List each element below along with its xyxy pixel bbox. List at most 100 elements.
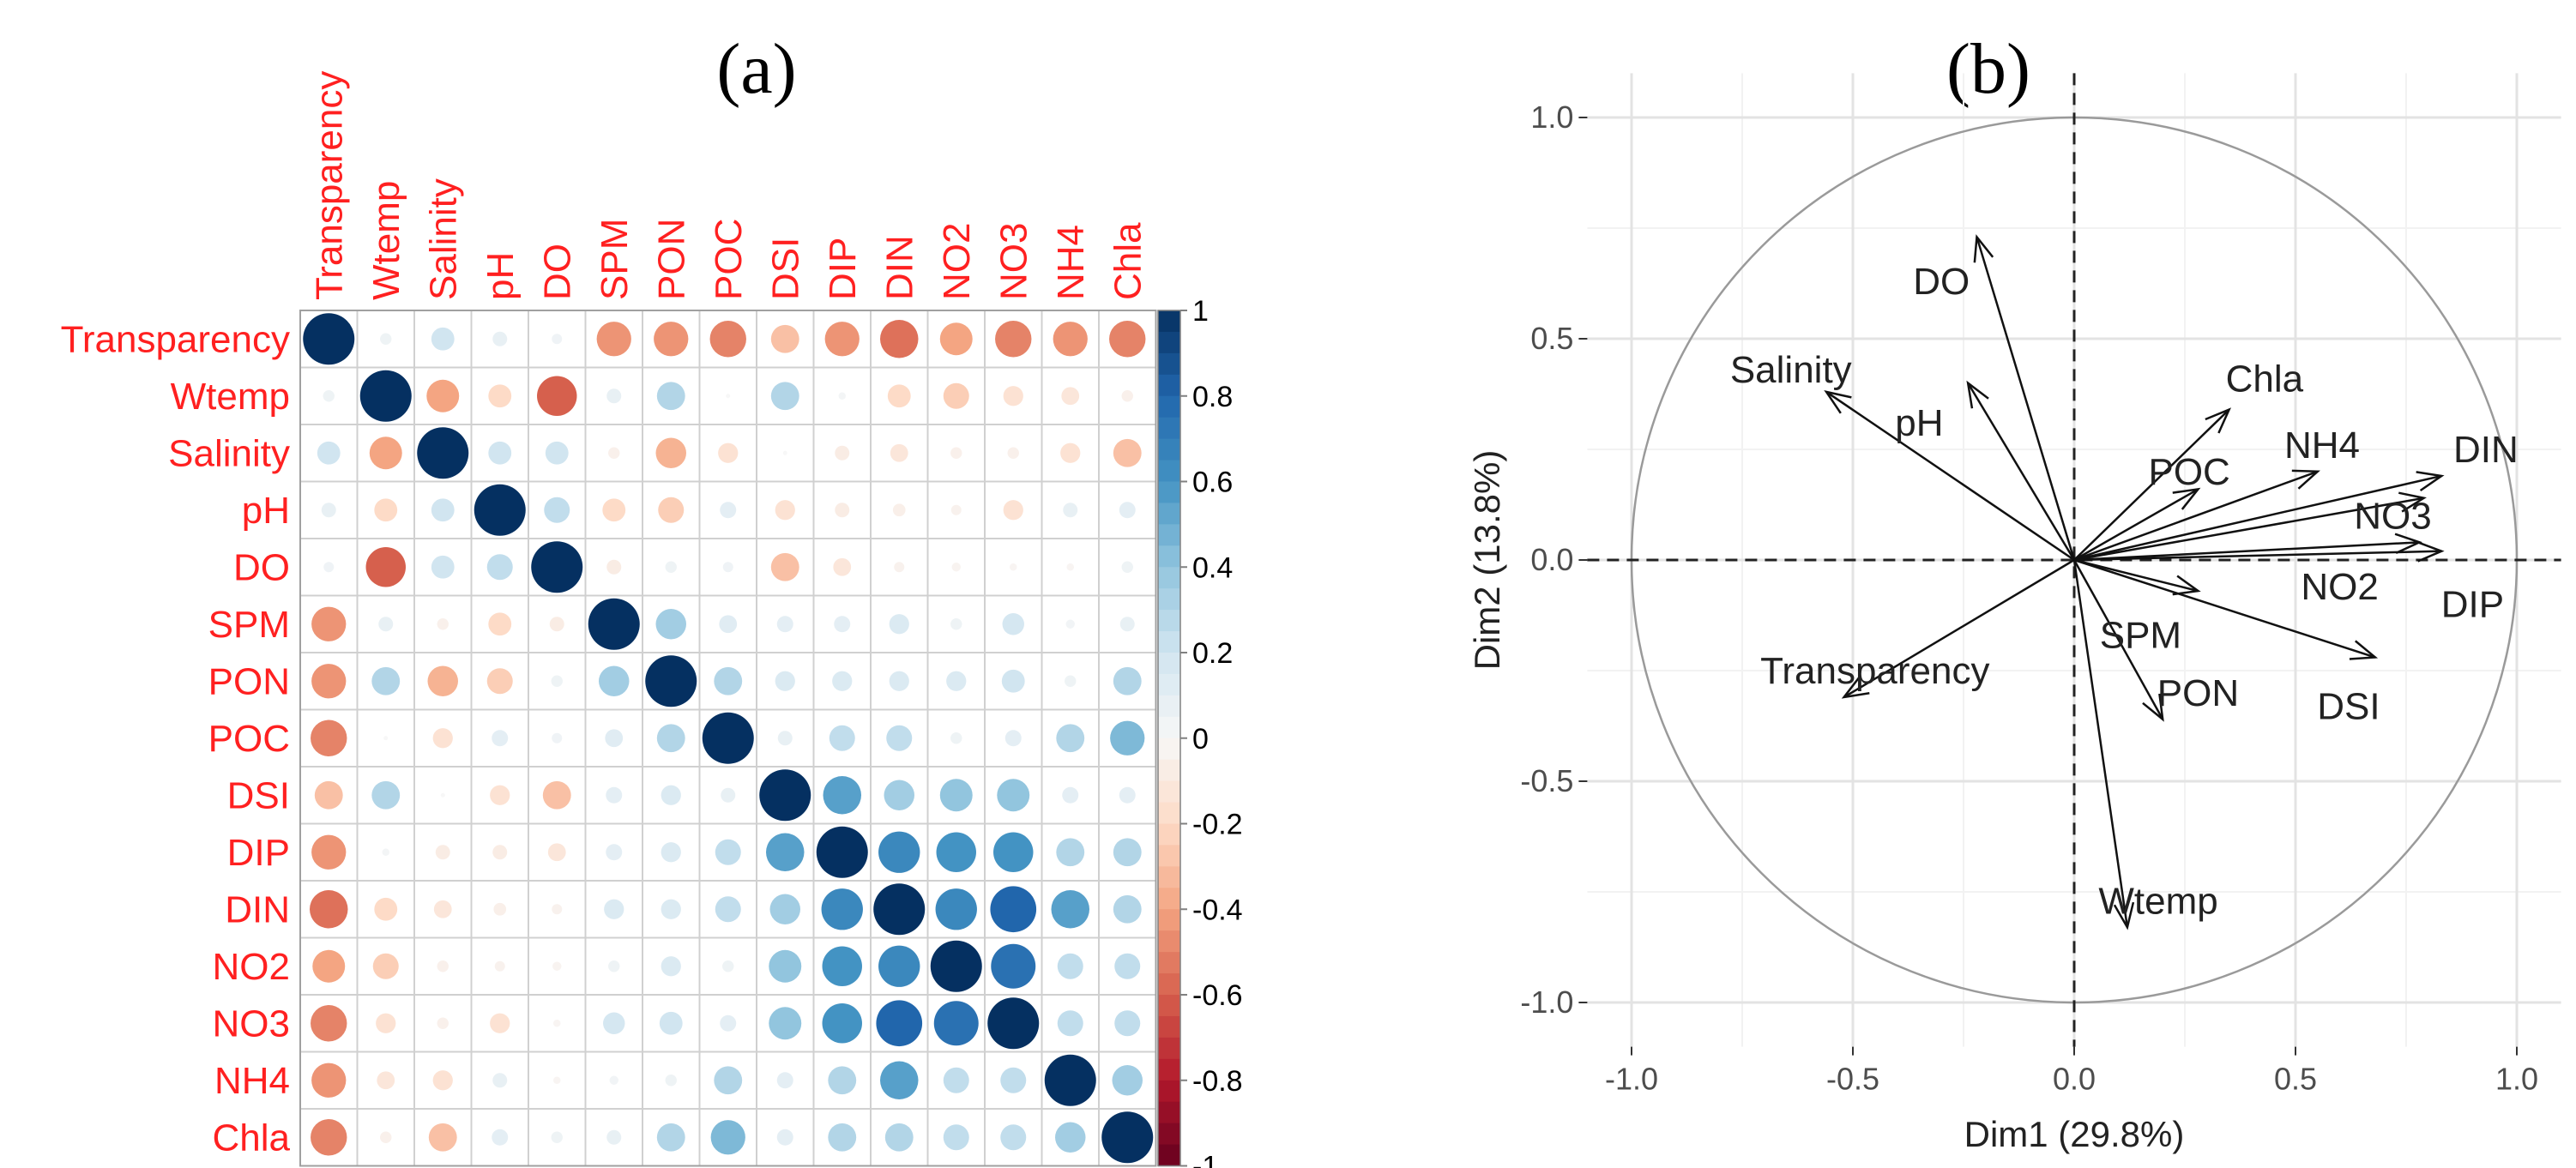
corr-circle-DSI-Chla bbox=[1119, 786, 1136, 804]
arrow-Wtemp bbox=[2072, 559, 2135, 930]
colorbar-band bbox=[1158, 888, 1180, 910]
grid-border bbox=[299, 310, 1157, 1167]
corr-circle-SPM-DIN bbox=[889, 614, 909, 635]
corr-circle-NH4-DIP bbox=[828, 1066, 857, 1095]
corr-circle-SPM-DO bbox=[549, 617, 564, 632]
corr-circle-DSI-PON bbox=[661, 785, 681, 805]
corr-circle-PON-Chla bbox=[1113, 666, 1142, 695]
corr-circle-Salinity-pH bbox=[488, 441, 512, 465]
corr-circle-NO2-DIP bbox=[822, 946, 862, 986]
corr-circle-DO-NH4 bbox=[1066, 563, 1074, 571]
corr-circle-Transparency-SPM bbox=[596, 322, 631, 357]
corr-circle-NO2-DSI bbox=[769, 949, 802, 983]
loading-arrows bbox=[1824, 234, 2445, 930]
column-label-SPM: SPM bbox=[594, 219, 636, 300]
arrow-DO bbox=[1973, 234, 2076, 561]
corr-circle-pH-Wtemp bbox=[374, 498, 398, 522]
corr-circle-NO2-pH bbox=[494, 960, 505, 972]
corr-circle-Wtemp-DO bbox=[537, 376, 577, 416]
row-label-DO: DO bbox=[233, 546, 290, 588]
colorbar-tick-label: 0.2 bbox=[1192, 637, 1233, 670]
corr-circle-POC-NO3 bbox=[1004, 730, 1022, 747]
arrow-Chla bbox=[2073, 407, 2232, 561]
column-label-Salinity: Salinity bbox=[422, 178, 464, 300]
corr-circle-pH-DIN bbox=[892, 503, 906, 517]
colorbar-tick-label: -0.6 bbox=[1192, 979, 1243, 1012]
corr-circle-Transparency-DO bbox=[552, 334, 563, 345]
corr-circle-NO3-Salinity bbox=[437, 1017, 449, 1029]
row-label-Transparency: Transparency bbox=[61, 318, 290, 360]
arrow-label-NO3: NO3 bbox=[2354, 495, 2431, 537]
corr-circle-Transparency-NO2 bbox=[939, 322, 973, 356]
column-label-DIP: DIP bbox=[822, 238, 864, 300]
corr-circle-Chla-Chla bbox=[1101, 1111, 1154, 1164]
corr-circle-NO2-SPM bbox=[608, 960, 620, 972]
corr-circle-DIN-NO3 bbox=[990, 886, 1037, 933]
corr-circle-DIN-NH4 bbox=[1051, 890, 1089, 929]
corr-circle-DO-POC bbox=[722, 562, 733, 573]
y-tick-label: 0.5 bbox=[1530, 321, 1573, 356]
corr-circle-DIP-DIP bbox=[816, 826, 868, 878]
corr-circle-SPM-PON bbox=[655, 609, 686, 640]
corr-circle-Chla-pH bbox=[492, 1129, 509, 1146]
corr-circle-NH4-PON bbox=[665, 1075, 677, 1087]
corr-circle-NO3-Chla bbox=[1114, 1010, 1141, 1037]
corr-circle-SPM-NO2 bbox=[950, 618, 962, 630]
row-label-NO2: NO2 bbox=[213, 946, 290, 988]
corr-circle-DIN-DO bbox=[552, 904, 563, 915]
corr-circle-NH4-DSI bbox=[776, 1072, 793, 1089]
corr-circle-NO2-NO3 bbox=[991, 943, 1036, 989]
colorbar-band bbox=[1158, 930, 1180, 953]
row-label-NO3: NO3 bbox=[213, 1002, 290, 1045]
corr-circle-POC-Salinity bbox=[432, 728, 453, 749]
corr-circle-Chla-SPM bbox=[606, 1129, 622, 1145]
corr-circle-DO-NO2 bbox=[951, 563, 961, 572]
corr-circle-NO2-Salinity bbox=[437, 960, 449, 972]
colorbar-band bbox=[1158, 524, 1180, 546]
arrow-label-DSI: DSI bbox=[2317, 685, 2380, 727]
corr-circle-DIN-Chla bbox=[1113, 894, 1142, 924]
column-label-DSI: DSI bbox=[764, 238, 806, 300]
arrow-DIN bbox=[2073, 471, 2445, 562]
colorbar-tick-label: -0.8 bbox=[1192, 1065, 1243, 1098]
corr-circle-NO3-DSI bbox=[769, 1007, 802, 1040]
colorbar-band bbox=[1158, 653, 1180, 675]
arrow-label-PON: PON bbox=[2157, 672, 2239, 714]
colorbar-tick-label: 0.4 bbox=[1192, 551, 1233, 584]
corr-circle-Salinity-DSI bbox=[782, 450, 787, 455]
corr-circle-PON-Salinity bbox=[427, 665, 458, 696]
corr-circle-DIP-Chla bbox=[1113, 838, 1142, 867]
x-tick-label: 0.0 bbox=[2053, 1062, 2096, 1097]
corr-circle-DIP-NO3 bbox=[993, 832, 1034, 872]
corr-circle-DIP-Transparency bbox=[311, 834, 347, 870]
colorbar-tick-label: 0 bbox=[1192, 723, 1209, 756]
corr-circle-PON-DSI bbox=[775, 671, 795, 691]
corr-circle-pH-SPM bbox=[602, 498, 626, 522]
colorbar-band bbox=[1158, 588, 1180, 611]
corr-circle-NO3-NO3 bbox=[987, 997, 1040, 1050]
corr-circle-Salinity-NO2 bbox=[950, 447, 962, 459]
corr-circle-Salinity-Transparency bbox=[317, 441, 341, 465]
corr-circle-Transparency-DIP bbox=[824, 322, 860, 357]
corr-circle-NH4-SPM bbox=[609, 1075, 618, 1085]
y-axis-label: Dim2 (13.8%) bbox=[1467, 450, 1507, 671]
corr-circle-DIN-Transparency bbox=[310, 890, 348, 929]
corr-circle-NO2-POC bbox=[722, 960, 734, 972]
arrow-label-NO2: NO2 bbox=[2301, 566, 2378, 608]
corr-circle-SPM-DSI bbox=[776, 616, 793, 633]
corr-circle-Transparency-Wtemp bbox=[380, 333, 392, 345]
row-label-NH4: NH4 bbox=[214, 1060, 290, 1102]
corr-circle-Transparency-DIN bbox=[880, 320, 919, 358]
corr-circle-DIN-PON bbox=[661, 899, 681, 919]
corr-circle-DIP-Salinity bbox=[435, 845, 450, 860]
corr-circle-Salinity-NO3 bbox=[1007, 447, 1019, 459]
corr-circle-Salinity-Salinity bbox=[417, 427, 469, 479]
corr-circle-POC-Transparency bbox=[311, 719, 347, 756]
corr-circle-NO3-DIN bbox=[876, 1000, 923, 1047]
corr-circle-PON-POC bbox=[714, 666, 743, 695]
x-tick-label: 0.5 bbox=[2274, 1062, 2317, 1097]
corr-circle-Salinity-DO bbox=[545, 441, 569, 465]
corr-cell bbox=[1041, 936, 1100, 996]
colorbar-band bbox=[1158, 1101, 1180, 1124]
